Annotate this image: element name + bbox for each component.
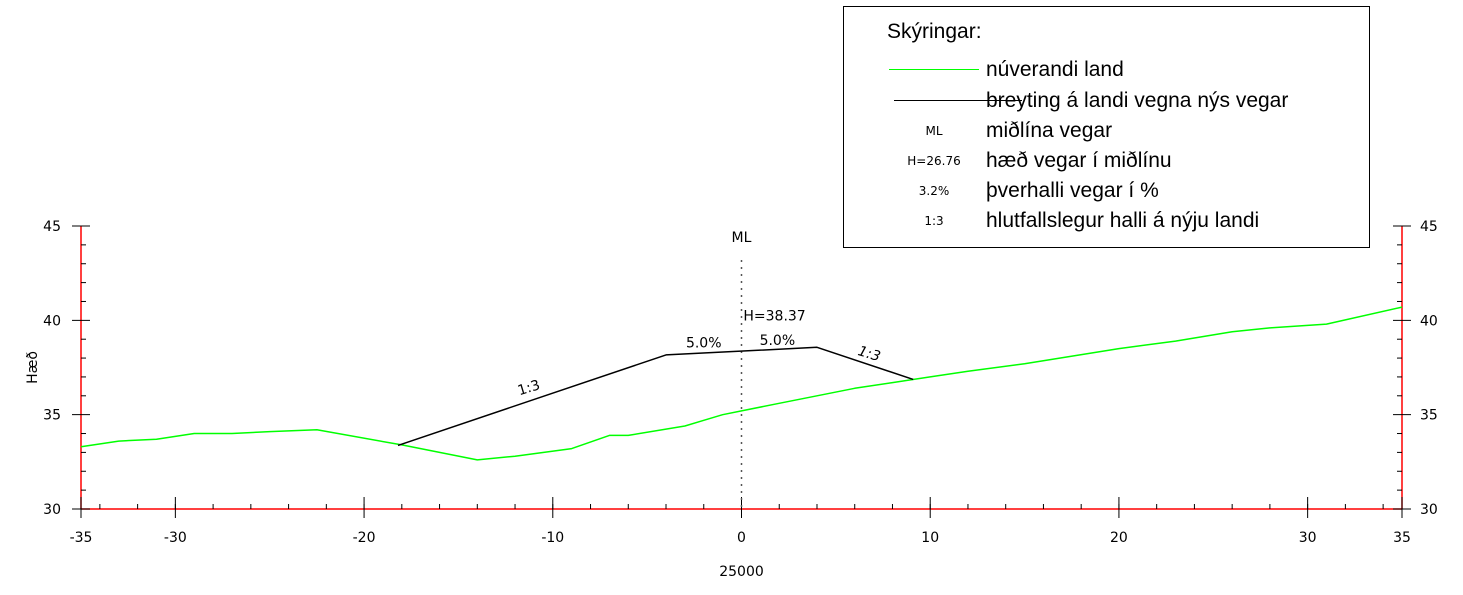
legend-title: Skýringar: <box>887 20 982 43</box>
legend-symbol: 3.2% <box>918 184 950 198</box>
legend-symbol: H=26.76 <box>907 154 961 168</box>
slope-left-label: 1:3 <box>516 377 542 399</box>
legend-text: hlutfallslegur halli á nýju landi <box>986 209 1260 232</box>
legend-item-road-height: H=26.76 hæð vegar í miðlínu <box>844 146 1369 176</box>
y-tick-label-left: 40 <box>43 313 61 329</box>
legend-item-centerline: ML miðlína vegar <box>844 116 1369 146</box>
legend-item-new-land: breyting á landi vegna nýs vegar <box>844 86 1369 116</box>
x-tick-label: 20 <box>1110 530 1128 546</box>
existing-land-line <box>80 306 1403 461</box>
legend-text: miðlína vegar <box>986 119 1113 142</box>
x-tick-label: -20 <box>353 530 376 546</box>
y-tick-label-left: 30 <box>43 502 61 518</box>
centerline-label: ML <box>732 230 752 246</box>
crossfall-right-label: 5.0% <box>760 333 796 349</box>
legend-symbol: 1:3 <box>924 214 944 228</box>
x-tick-label: 35 <box>1393 530 1411 546</box>
x-tick-label: 0 <box>737 530 746 546</box>
y-tick-label-left: 45 <box>43 219 61 235</box>
x-tick-label: -10 <box>541 530 564 546</box>
legend-text: breyting á landi vegna nýs vegar <box>986 89 1289 112</box>
series-layer <box>80 260 1403 509</box>
legend-line-black <box>884 86 1022 116</box>
legend-item-crossfall: 3.2% þverhalli vegar í % <box>844 176 1369 206</box>
y-tick-label-right: 30 <box>1420 502 1438 518</box>
annotation-layer: ML H=38.37 5.0% 5.0% 1:3 1:3 <box>516 230 882 399</box>
y-tick-label-right: 40 <box>1420 313 1438 329</box>
legend-text: þverhalli vegar í % <box>986 179 1159 202</box>
x-tick-label: -30 <box>164 530 187 546</box>
y-tick-label-right: 35 <box>1420 408 1438 424</box>
x-tick-label: 30 <box>1299 530 1317 546</box>
y-tick-label-right: 45 <box>1420 219 1438 235</box>
x-tick-label: 10 <box>921 530 939 546</box>
new-road-line <box>397 346 914 447</box>
legend-line-green <box>884 55 984 85</box>
x-axis-label: 25000 <box>719 564 764 580</box>
height-label: H=38.37 <box>743 308 805 324</box>
y-axis-label: Hæð <box>25 351 41 384</box>
crossfall-left-label: 5.0% <box>686 336 722 352</box>
x-tick-label: -35 <box>70 530 93 546</box>
axes-layer: -35 -30 -20 -10 0 10 20 30 35 30 30 35 35 40 40 45 45 Hæð… <box>25 219 1438 580</box>
legend-text: hæð vegar í miðlínu <box>986 149 1172 172</box>
y-tick-label-left: 35 <box>43 408 61 424</box>
legend-symbol: ML <box>925 124 943 138</box>
legend: Skýringar: núverandi land breyting á lan… <box>843 6 1370 248</box>
legend-item-slope: 1:3 hlutfallslegur halli á nýju landi <box>844 206 1369 236</box>
legend-text: núverandi land <box>986 58 1124 81</box>
legend-item-existing-land: núverandi land <box>844 55 1369 85</box>
slope-right-label: 1:3 <box>856 343 882 365</box>
